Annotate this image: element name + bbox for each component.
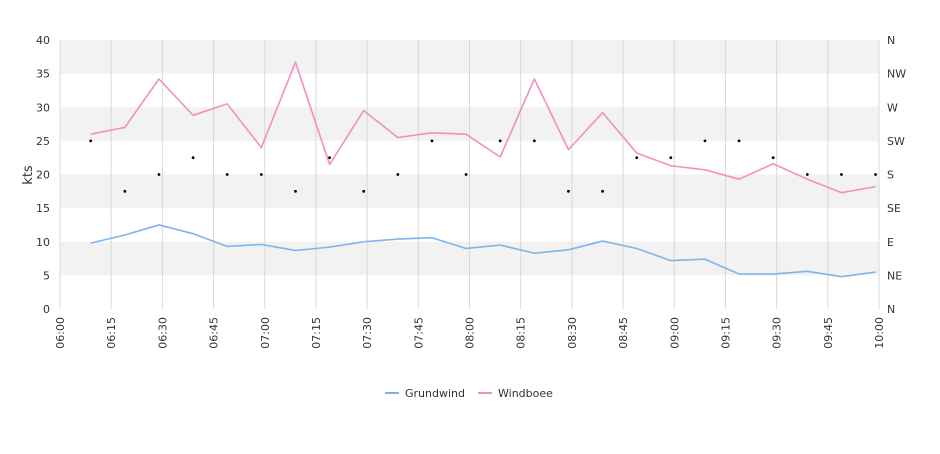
direction-point bbox=[498, 139, 502, 143]
direction-tick-label: S bbox=[887, 169, 894, 182]
x-tick-label: 08:45 bbox=[617, 317, 630, 349]
direction-point bbox=[396, 173, 400, 176]
y-axis: 0 5 10 15 20 25 30 35 40 bbox=[36, 34, 50, 316]
y-tick-label: 35 bbox=[36, 68, 50, 81]
series-lines bbox=[90, 61, 876, 278]
direction-tick-label: N bbox=[887, 34, 895, 47]
direction-point bbox=[601, 189, 604, 193]
direction-point bbox=[157, 173, 161, 176]
series-line-windboee bbox=[90, 61, 876, 194]
y-axis-title: kts bbox=[21, 165, 36, 185]
x-tick-label: 07:15 bbox=[310, 317, 323, 349]
legend-item-grundwind[interactable]: Grundwind bbox=[385, 387, 465, 400]
direction-tick-label: SW bbox=[887, 135, 905, 148]
legend-label: Grundwind bbox=[405, 387, 465, 400]
direction-tick-label: N bbox=[887, 303, 895, 316]
direction-tick-label: NE bbox=[887, 269, 902, 282]
direction-tick-label: E bbox=[887, 236, 894, 249]
y-tick-label: 30 bbox=[36, 101, 50, 114]
y-tick-label: 15 bbox=[36, 202, 50, 215]
y-tick-label: 20 bbox=[36, 169, 50, 182]
direction-point bbox=[567, 189, 570, 193]
y-tick-label: 0 bbox=[43, 303, 50, 316]
x-tick-label: 06:45 bbox=[208, 317, 221, 349]
x-tick-label: 07:00 bbox=[259, 317, 272, 349]
direction-point bbox=[294, 189, 297, 193]
x-tick-label: 07:30 bbox=[361, 317, 374, 349]
direction-point bbox=[703, 139, 707, 143]
direction-point bbox=[430, 139, 434, 143]
direction-point bbox=[874, 173, 877, 176]
direction-point bbox=[191, 156, 195, 160]
x-tick-label: 08:00 bbox=[464, 317, 477, 349]
direction-point bbox=[771, 156, 775, 160]
direction-point bbox=[362, 189, 366, 193]
direction-point bbox=[89, 139, 93, 143]
direction-point bbox=[225, 173, 229, 176]
direction-point bbox=[669, 156, 673, 160]
legend[interactable]: Grundwind Windboee bbox=[385, 387, 553, 400]
grid-lines bbox=[59, 40, 880, 309]
x-tick-label: 09:15 bbox=[719, 317, 732, 349]
direction-tick-label: SE bbox=[887, 202, 901, 215]
x-tick-label: 06:15 bbox=[105, 317, 118, 349]
y-tick-label: 25 bbox=[36, 135, 50, 148]
x-tick-label: 09:00 bbox=[668, 317, 681, 349]
direction-point bbox=[532, 139, 536, 143]
x-tick-label: 06:30 bbox=[156, 317, 169, 349]
direction-points bbox=[89, 139, 877, 193]
legend-label: Windboee bbox=[498, 387, 553, 400]
direction-point bbox=[259, 173, 263, 176]
direction-point bbox=[123, 189, 127, 193]
direction-point bbox=[840, 173, 843, 176]
x-tick-label: 09:45 bbox=[822, 317, 835, 349]
x-tick-label: 08:15 bbox=[515, 317, 528, 349]
x-tick-label: 06:00 bbox=[54, 317, 67, 349]
x-tick-label: 07:45 bbox=[412, 317, 425, 349]
y-tick-label: 5 bbox=[43, 269, 50, 282]
direction-point bbox=[737, 139, 741, 143]
legend-item-windboee[interactable]: Windboee bbox=[478, 387, 553, 400]
y-tick-label: 40 bbox=[36, 34, 50, 47]
x-axis: 06:00 06:15 06:30 06:45 07:00 07:15 07:30 07:45… bbox=[54, 317, 886, 349]
direction-point bbox=[805, 173, 809, 176]
y-tick-label: 10 bbox=[36, 236, 50, 249]
x-tick-label: 10:00 bbox=[873, 317, 886, 349]
x-tick-label: 09:30 bbox=[771, 317, 784, 349]
x-tick-label: 08:30 bbox=[566, 317, 579, 349]
direction-point bbox=[328, 156, 331, 160]
direction-point bbox=[635, 156, 639, 160]
direction-tick-label: NW bbox=[887, 68, 906, 81]
series-line-grundwind bbox=[90, 224, 876, 278]
direction-tick-label: W bbox=[887, 101, 898, 114]
direction-point bbox=[464, 173, 468, 176]
direction-axis: N NE E SE S SW W NW N bbox=[887, 34, 906, 316]
